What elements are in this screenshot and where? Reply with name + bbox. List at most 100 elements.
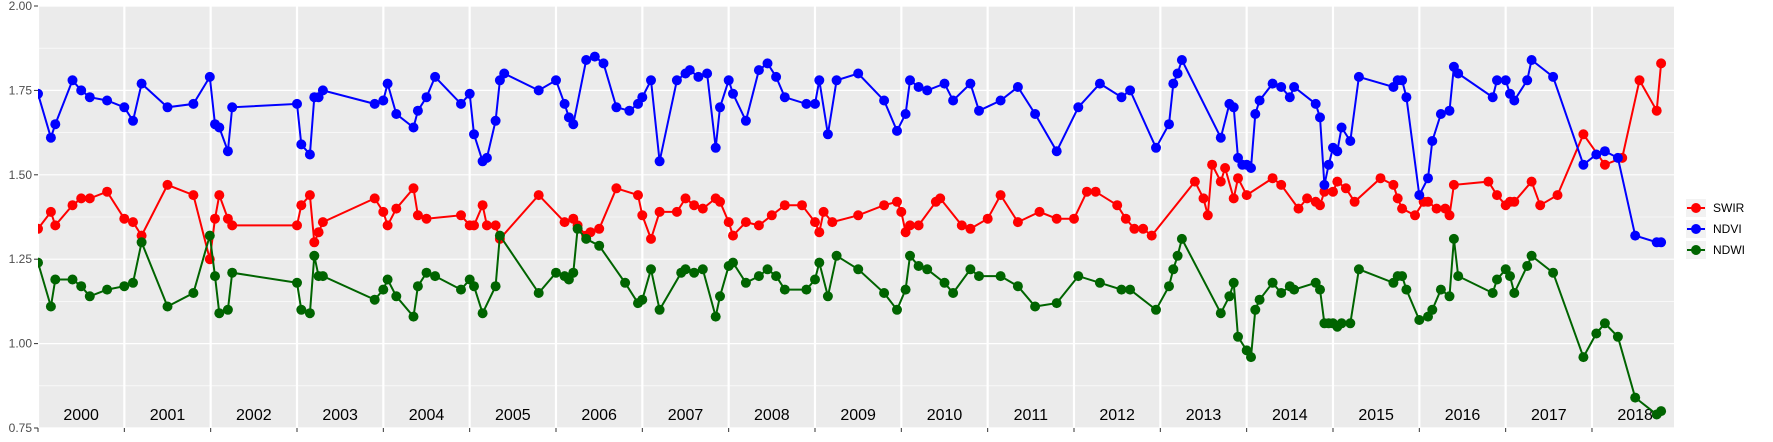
ndwi-point — [84, 291, 95, 302]
year-label: 2013 — [1186, 407, 1222, 424]
year-label: 2005 — [495, 407, 531, 424]
ndwi-point — [222, 304, 233, 315]
ndvi-point — [598, 58, 609, 69]
legend-label-swir: SWIR — [1713, 201, 1745, 215]
ndvi-point — [715, 102, 725, 113]
ndvi-point — [1172, 68, 1183, 79]
ndwi-point — [136, 237, 147, 248]
ndvi-point — [1435, 109, 1446, 119]
ndvi-point — [892, 125, 902, 136]
swir-point — [905, 220, 915, 231]
swir-point — [128, 217, 138, 228]
swir-point — [1388, 179, 1399, 190]
legend: SWIR NDVI NDWI — [1686, 199, 1745, 259]
ndvi-point — [589, 51, 600, 62]
ndwi-point — [965, 264, 976, 275]
swir-point — [797, 200, 807, 211]
swir-point — [995, 190, 1006, 201]
ndvi-point — [1492, 75, 1502, 86]
ndvi-point — [853, 68, 864, 79]
ndvi-point — [102, 95, 113, 106]
ndvi-point — [671, 75, 682, 86]
ndwi-point — [568, 267, 579, 278]
ndwi-point — [1427, 304, 1438, 315]
swir-point — [1241, 190, 1252, 201]
swir-point — [646, 233, 656, 244]
ndvi-point — [1051, 146, 1062, 157]
ndwi-point — [728, 257, 738, 268]
ndwi-point — [1353, 264, 1364, 275]
ndvi-point — [533, 85, 544, 96]
swir-point — [810, 217, 820, 228]
ndwi-point — [581, 233, 592, 244]
ndwi-point — [1228, 277, 1239, 288]
year-label: 2007 — [668, 407, 704, 424]
series-swir — [38, 58, 1667, 265]
ndvi-point — [119, 102, 130, 113]
ndwi-point — [1289, 284, 1300, 295]
ndwi-point — [378, 284, 389, 295]
y-axis: 0.75 1.00 1.25 1.50 1.75 2.00 — [9, 0, 38, 435]
swir-point — [779, 200, 790, 211]
ndwi-point — [1276, 288, 1287, 298]
ndvi-point — [499, 68, 510, 79]
ndvi-point — [1453, 68, 1464, 79]
swir-point — [1233, 173, 1243, 184]
ndwi-point — [490, 281, 501, 292]
swir-point — [728, 230, 738, 241]
ndwi-point — [1336, 318, 1347, 329]
ndwi-point — [620, 277, 631, 288]
ndwi-point — [1073, 271, 1084, 282]
legend-point-ndwi — [1691, 245, 1701, 255]
ndwi-point — [1397, 271, 1408, 282]
swir-point — [408, 183, 419, 194]
swir-point — [369, 193, 380, 204]
ndvi-point — [76, 85, 87, 96]
ndwi-point — [1315, 284, 1325, 295]
swir-point — [637, 210, 648, 221]
ndwi-point — [369, 294, 380, 305]
ndvi-point — [84, 92, 95, 103]
ndwi-point — [456, 284, 466, 295]
ndwi-point — [412, 281, 423, 292]
year-label: 2004 — [409, 407, 445, 424]
ndwi-point — [740, 277, 751, 288]
ndvi-point — [913, 82, 924, 92]
ndvi-point — [822, 129, 833, 140]
ndwi-point — [715, 291, 725, 302]
swir-point — [611, 183, 622, 194]
ndvi-point — [581, 55, 592, 65]
ndwi-point — [210, 271, 220, 282]
ndwi-point — [1578, 352, 1589, 363]
swir-point — [1599, 159, 1610, 170]
swir-point — [1202, 210, 1213, 221]
ndvi-point — [222, 146, 233, 157]
swir-point — [1302, 193, 1313, 204]
ndvi-point — [1548, 71, 1559, 82]
ndvi-point — [637, 92, 648, 103]
swir-point — [1220, 163, 1231, 173]
swir-point — [818, 206, 829, 217]
ndwi-point — [572, 223, 583, 234]
ndwi-point — [892, 304, 902, 315]
swir-point — [1397, 203, 1408, 214]
ndvi-point — [292, 98, 302, 109]
swir-point — [827, 217, 838, 228]
ndvi-point — [1284, 92, 1295, 103]
ndvi-point — [551, 75, 561, 86]
swir-point — [913, 220, 924, 231]
ndvi-point — [1246, 163, 1256, 173]
year-label: 2010 — [927, 407, 963, 424]
ndwi-point — [1444, 291, 1455, 302]
swir-point — [1293, 203, 1304, 214]
ndvi-point — [1289, 82, 1300, 92]
ndvi-point — [67, 75, 78, 86]
year-label: 2006 — [581, 407, 617, 424]
ndwi-point — [162, 301, 173, 312]
ndwi-point — [304, 308, 315, 319]
ndvi-point — [136, 78, 147, 89]
ndvi-point — [162, 102, 173, 113]
ndwi-point — [689, 267, 700, 278]
ndwi-point — [771, 271, 782, 282]
